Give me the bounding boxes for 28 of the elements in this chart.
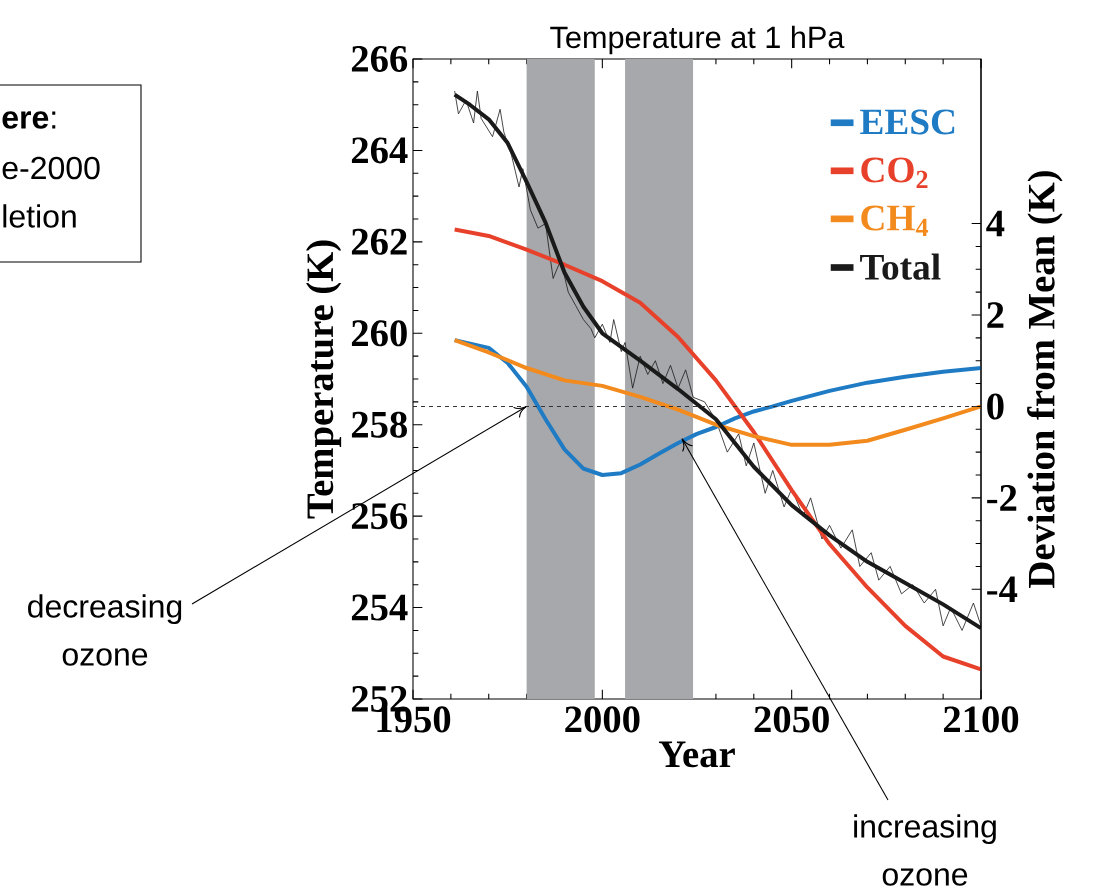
y-tick-label: 264: [351, 137, 408, 164]
text: ere:: [2, 111, 56, 129]
x-axis-title: Year: [659, 741, 735, 768]
chart-title: Temperature at 1 hPa: [550, 25, 845, 55]
y2-tick-label: -4: [987, 576, 1018, 603]
y2-tick-label: 2: [987, 302, 1004, 328]
text: letion: [3, 204, 76, 228]
y2-axis-title: Deviation from Mean (K): [1027, 171, 1063, 588]
annotation: increasing ozone: [854, 814, 996, 886]
x-tick-label: 2050: [754, 706, 829, 733]
y2-tick-label: -2: [987, 485, 1017, 511]
y2-tick-label: 0: [987, 393, 1004, 420]
legend-label: EESC: [860, 109, 955, 135]
y-tick-label: 262: [351, 228, 407, 255]
y-tick-label: 258: [351, 411, 407, 438]
y-tick-label: 260: [351, 320, 407, 347]
x-tick-label: 2000: [565, 706, 640, 733]
y2-tick-label: 4: [986, 210, 1005, 237]
text: e-2000: [2, 156, 100, 180]
annotation: decreasing ozone: [28, 594, 182, 666]
legend-label: CH$_{4}$: [861, 205, 929, 236]
y-tick-label: 256: [351, 503, 408, 530]
y-tick-label: 254: [351, 594, 408, 621]
legend-label: Total: [860, 253, 941, 280]
y-tick-label: 266: [351, 46, 408, 72]
legend-label: CO$_{2}$: [861, 157, 928, 189]
x-tick-label: 2100: [943, 706, 1019, 733]
y-axis-title: Temperature (K): [306, 240, 342, 519]
